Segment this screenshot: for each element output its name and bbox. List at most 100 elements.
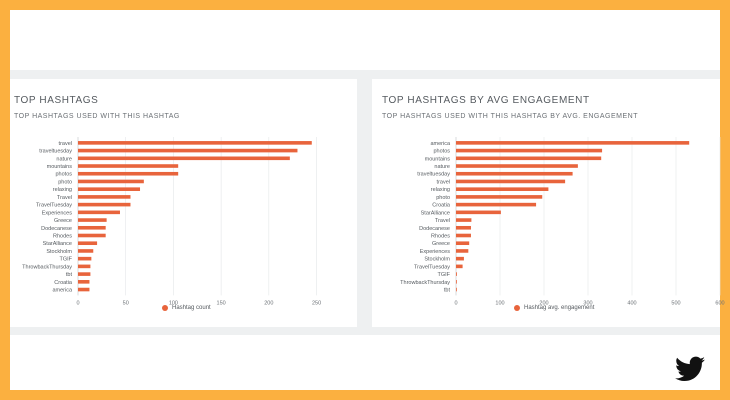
category-label: Croatia: [432, 203, 451, 209]
image-frame: TOP HASHTAGS TOP HASHTAGS USED WITH THIS…: [10, 10, 725, 390]
category-label: traveltuesday: [417, 172, 450, 178]
bar: [456, 141, 690, 145]
twitter-bird-icon: [675, 356, 705, 381]
bar: [78, 225, 106, 230]
bar: [78, 179, 144, 184]
bar: [456, 171, 573, 176]
bar: [78, 233, 106, 238]
x-tick-label: 200: [264, 300, 273, 306]
bar: [456, 233, 471, 238]
bar: [456, 225, 471, 230]
hashtag-engagement-chart: 0 100 200 300 400 500 600 america photosmountain…: [400, 137, 725, 306]
category-label: TGIF: [59, 257, 72, 263]
x-tick-label: 0: [454, 300, 457, 306]
bar: [456, 156, 602, 161]
bar: [456, 241, 470, 246]
x-tick-label: 50: [123, 300, 129, 306]
x-tick-label: 100: [169, 300, 178, 306]
category-label: Stockholm: [424, 257, 450, 263]
bar: [456, 148, 603, 153]
legend-dot: [514, 305, 520, 311]
category-label: Greece: [432, 241, 450, 247]
bar: [456, 179, 566, 184]
bar: [78, 187, 141, 191]
category-label: TravelTuesday: [414, 264, 450, 270]
category-label: Rhodes: [431, 234, 450, 240]
chart-legend[interactable]: Hashtag avg. engagement: [514, 305, 594, 311]
category-label: mountains: [47, 164, 73, 170]
category-label: Experiences: [420, 249, 451, 255]
category-label: mountains: [425, 156, 451, 162]
category-label: Travel: [57, 195, 72, 201]
category-label: StarAlliance: [43, 241, 72, 247]
bar: [78, 256, 92, 261]
category-label: Stockholm: [46, 249, 72, 255]
category-label: TGIF: [437, 272, 450, 278]
legend-label: Hashtag avg. engagement: [524, 305, 595, 311]
bar: [456, 218, 472, 222]
x-tick-label: 0: [76, 300, 79, 306]
bar: [456, 264, 463, 269]
bar: [78, 141, 312, 145]
category-label: Experiences: [42, 210, 73, 216]
bar: [78, 156, 290, 161]
category-label: traveltuesday: [39, 149, 72, 155]
hashtag-count-chart: 0 50 100 150 200 250 travel traveltuesdaynature…: [22, 137, 321, 306]
dashboard-area: TOP HASHTAGS TOP HASHTAGS USED WITH THIS…: [10, 70, 725, 335]
category-label: nature: [434, 164, 450, 170]
bar: [456, 280, 457, 284]
category-label: ThrowbackThursday: [400, 280, 450, 286]
category-label: nature: [56, 156, 72, 162]
category-label: StarAlliance: [421, 210, 450, 216]
bar: [78, 280, 90, 284]
bar: [456, 210, 501, 215]
bar: [78, 171, 179, 176]
bar: [78, 148, 298, 153]
panel-subtitle: TOP HASHTAGS USED WITH THIS HASHTAG BY A…: [382, 113, 638, 120]
bar: [456, 249, 469, 253]
category-label: photo: [436, 195, 450, 201]
bar: [456, 195, 543, 199]
category-label: Dodecanese: [419, 226, 450, 232]
bar: [456, 187, 549, 191]
category-label: TravelTuesday: [36, 203, 72, 209]
category-label: travel: [59, 141, 72, 147]
panel-title: TOP HASHTAGS BY AVG ENGAGEMENT: [382, 95, 590, 106]
bar: [78, 210, 120, 215]
top-hashtags-engagement-panel: TOP HASHTAGS BY AVG ENGAGEMENT TOP HASHT…: [372, 79, 725, 327]
category-label: america: [430, 141, 451, 147]
panel-subtitle: TOP HASHTAGS USED WITH THIS HASHTAG: [14, 113, 180, 120]
bar: [78, 264, 91, 269]
bar: [78, 272, 91, 276]
category-label: tbt: [444, 288, 451, 294]
bar: [78, 202, 131, 207]
x-tick-label: 500: [671, 300, 680, 306]
x-tick-label: 150: [217, 300, 226, 306]
category-label: relaxing: [431, 187, 450, 193]
bar: [78, 287, 90, 292]
x-tick-label: 600: [715, 300, 724, 306]
bar: [456, 272, 457, 276]
chart-legend[interactable]: Hashtag count: [162, 305, 211, 311]
bar: [456, 287, 457, 292]
category-label: america: [52, 288, 73, 294]
category-label: Rhodes: [53, 234, 72, 240]
bar: [456, 202, 537, 207]
bar: [456, 164, 578, 168]
top-hashtags-panel: TOP HASHTAGS TOP HASHTAGS USED WITH THIS…: [10, 79, 357, 327]
category-label: Croatia: [54, 280, 73, 286]
category-label: photo: [58, 179, 72, 185]
x-tick-label: 300: [583, 300, 592, 306]
bar: [456, 256, 464, 261]
category-label: Dodecanese: [41, 226, 72, 232]
category-label: travel: [437, 179, 450, 185]
category-label: photos: [433, 149, 450, 155]
category-label: Greece: [54, 218, 72, 224]
x-tick-label: 250: [312, 300, 321, 306]
legend-label: Hashtag count: [172, 305, 211, 311]
x-tick-label: 200: [539, 300, 548, 306]
bar: [78, 249, 94, 253]
category-label: Travel: [435, 218, 450, 224]
bar: [78, 195, 131, 199]
x-tick-label: 100: [495, 300, 504, 306]
